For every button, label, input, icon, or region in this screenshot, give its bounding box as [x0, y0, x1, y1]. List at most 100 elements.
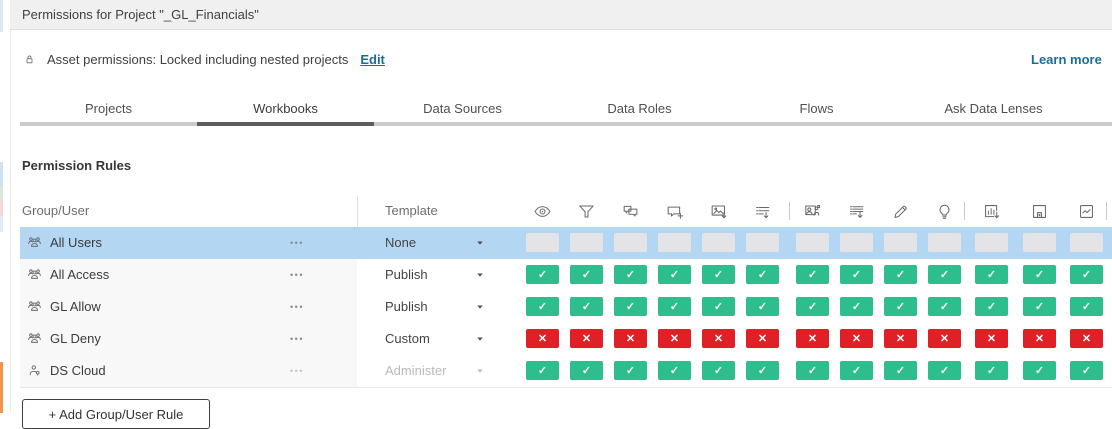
capability-web-edit-allowed[interactable]: ✓	[884, 297, 917, 316]
capability-create-refresh-metrics-denied[interactable]: ✕	[1070, 329, 1103, 348]
template-dropdown-value: Publish	[385, 299, 428, 314]
capability-view-allowed[interactable]: ✓	[526, 265, 559, 284]
capability-create-refresh-metrics-allowed[interactable]: ✓	[1070, 361, 1103, 380]
capability-add-comments-denied[interactable]: ✕	[658, 329, 691, 348]
capability-download-full-data-unspecified[interactable]	[840, 233, 873, 252]
learn-more-link[interactable]: Learn more	[1031, 52, 1102, 67]
capability-download-workbook-allowed[interactable]: ✓	[975, 297, 1008, 316]
add-group-user-rule-button[interactable]: + Add Group/User Rule	[22, 399, 210, 429]
capability-overwrite-denied[interactable]: ✕	[1023, 329, 1056, 348]
capability-create-refresh-metrics-allowed[interactable]: ✓	[1070, 265, 1103, 284]
capability-view-comments-unspecified[interactable]	[614, 233, 647, 252]
template-dropdown-value: None	[385, 235, 417, 250]
capability-web-edit-allowed[interactable]: ✓	[884, 265, 917, 284]
capability-share-customized-allowed[interactable]: ✓	[796, 265, 829, 284]
tab-flows[interactable]: Flows	[799, 101, 834, 116]
tab-ask-data-lenses[interactable]: Ask Data Lenses	[944, 101, 1043, 116]
capability-download-image-pdf-denied[interactable]: ✕	[702, 329, 735, 348]
capability-filter-allowed[interactable]: ✓	[570, 361, 603, 380]
capability-view-allowed[interactable]: ✓	[526, 361, 559, 380]
caret-down-icon[interactable]	[475, 238, 485, 248]
capability-download-full-data-allowed[interactable]: ✓	[840, 265, 873, 284]
capability-overwrite-unspecified[interactable]	[1023, 233, 1056, 252]
dialog-titlebar: Permissions for Project "_GL_Financials"	[10, 0, 1112, 30]
capability-add-comments-allowed[interactable]: ✓	[658, 265, 691, 284]
capability-download-summary-data-allowed[interactable]: ✓	[746, 297, 779, 316]
capability-download-workbook-allowed[interactable]: ✓	[975, 361, 1008, 380]
capability-filter-unspecified[interactable]	[570, 233, 603, 252]
capability-create-refresh-metrics-allowed[interactable]: ✓	[1070, 297, 1103, 316]
background-strip	[0, 0, 3, 32]
capability-run-explain-data-unspecified[interactable]	[928, 233, 961, 252]
caret-down-icon[interactable]	[475, 302, 485, 312]
capability-share-customized-allowed[interactable]: ✓	[796, 361, 829, 380]
capability-view-comments-allowed[interactable]: ✓	[614, 361, 647, 380]
row-actions-menu[interactable]: •••	[290, 238, 304, 248]
capability-share-customized-unspecified[interactable]	[796, 233, 829, 252]
asset-permissions-bar: Asset permissions: Locked including nest…	[22, 46, 385, 72]
capability-filter-allowed[interactable]: ✓	[570, 297, 603, 316]
capability-run-explain-data-allowed[interactable]: ✓	[928, 265, 961, 284]
edit-link[interactable]: Edit	[360, 51, 385, 67]
capability-group-divider	[789, 202, 790, 220]
capability-download-summary-data-unspecified[interactable]	[746, 233, 779, 252]
capability-download-summary-data-allowed[interactable]: ✓	[746, 361, 779, 380]
capability-view-denied[interactable]: ✕	[526, 329, 559, 348]
capability-share-customized-denied[interactable]: ✕	[796, 329, 829, 348]
capability-add-comments-allowed[interactable]: ✓	[658, 361, 691, 380]
capability-overwrite-allowed[interactable]: ✓	[1023, 265, 1056, 284]
capability-view-allowed[interactable]: ✓	[526, 297, 559, 316]
permission-row-all-users[interactable]: All Users ••• None	[20, 227, 1112, 260]
group-user-name: GL Deny	[50, 331, 101, 346]
capability-share-customized-allowed[interactable]: ✓	[796, 297, 829, 316]
capability-download-summary-data-allowed[interactable]: ✓	[746, 265, 779, 284]
tab-data-roles[interactable]: Data Roles	[607, 101, 672, 116]
background-strip	[0, 216, 3, 232]
capability-download-image-pdf-unspecified[interactable]	[702, 233, 735, 252]
permission-row-ds-cloud[interactable]: DS Cloud ••• Administer ✓ ✓ ✓ ✓ ✓ ✓ ✓ ✓ ✓ ✓ ✓ ✓ ✓	[20, 355, 1112, 388]
capability-web-edit-allowed[interactable]: ✓	[884, 361, 917, 380]
row-actions-menu[interactable]: •••	[290, 302, 304, 312]
capability-download-workbook-denied[interactable]: ✕	[975, 329, 1008, 348]
caret-down-icon	[475, 366, 485, 376]
capability-download-image-pdf-allowed[interactable]: ✓	[702, 265, 735, 284]
capability-view-comments-allowed[interactable]: ✓	[614, 265, 647, 284]
capability-download-workbook-unspecified[interactable]	[975, 233, 1008, 252]
capability-view-comments-allowed[interactable]: ✓	[614, 297, 647, 316]
capability-web-edit-denied[interactable]: ✕	[884, 329, 917, 348]
capability-create-refresh-metrics-unspecified[interactable]	[1070, 233, 1103, 252]
group-icon	[26, 234, 43, 251]
lightbulb-icon	[928, 198, 961, 224]
caret-down-icon[interactable]	[475, 270, 485, 280]
permission-row-all-access[interactable]: All Access ••• Publish ✓ ✓ ✓ ✓ ✓ ✓ ✓ ✓ ✓ ✓ ✓ ✓ ✓	[20, 259, 1112, 292]
row-actions-menu[interactable]: •••	[290, 270, 304, 280]
capability-overwrite-allowed[interactable]: ✓	[1023, 297, 1056, 316]
capability-download-full-data-allowed[interactable]: ✓	[840, 297, 873, 316]
capability-download-full-data-denied[interactable]: ✕	[840, 329, 873, 348]
row-actions-menu[interactable]: •••	[290, 366, 304, 376]
capability-download-summary-data-denied[interactable]: ✕	[746, 329, 779, 348]
capability-download-image-pdf-allowed[interactable]: ✓	[702, 361, 735, 380]
capability-view-unspecified[interactable]	[526, 233, 559, 252]
capability-run-explain-data-allowed[interactable]: ✓	[928, 297, 961, 316]
capability-download-full-data-allowed[interactable]: ✓	[840, 361, 873, 380]
capability-add-comments-unspecified[interactable]	[658, 233, 691, 252]
capability-download-workbook-allowed[interactable]: ✓	[975, 265, 1008, 284]
capability-view-comments-denied[interactable]: ✕	[614, 329, 647, 348]
tab-data-sources[interactable]: Data Sources	[423, 101, 502, 116]
capability-web-edit-unspecified[interactable]	[884, 233, 917, 252]
caret-down-icon[interactable]	[475, 334, 485, 344]
capability-run-explain-data-allowed[interactable]: ✓	[928, 361, 961, 380]
capability-add-comments-allowed[interactable]: ✓	[658, 297, 691, 316]
capability-filter-denied[interactable]: ✕	[570, 329, 603, 348]
permission-row-gl-allow[interactable]: GL Allow ••• Publish ✓ ✓ ✓ ✓ ✓ ✓ ✓ ✓ ✓ ✓ ✓ ✓ ✓	[20, 291, 1112, 324]
capability-download-image-pdf-allowed[interactable]: ✓	[702, 297, 735, 316]
row-actions-menu[interactable]: •••	[290, 334, 304, 344]
capability-run-explain-data-denied[interactable]: ✕	[928, 329, 961, 348]
download-full-data-icon	[840, 198, 873, 224]
tab-workbooks[interactable]: Workbooks	[253, 101, 318, 116]
permission-row-gl-deny[interactable]: GL Deny ••• Custom ✕ ✕ ✕ ✕ ✕ ✕ ✕ ✕ ✕ ✕ ✕ ✕ ✕	[20, 323, 1112, 356]
capability-overwrite-allowed[interactable]: ✓	[1023, 361, 1056, 380]
tab-projects[interactable]: Projects	[85, 101, 132, 116]
capability-filter-allowed[interactable]: ✓	[570, 265, 603, 284]
